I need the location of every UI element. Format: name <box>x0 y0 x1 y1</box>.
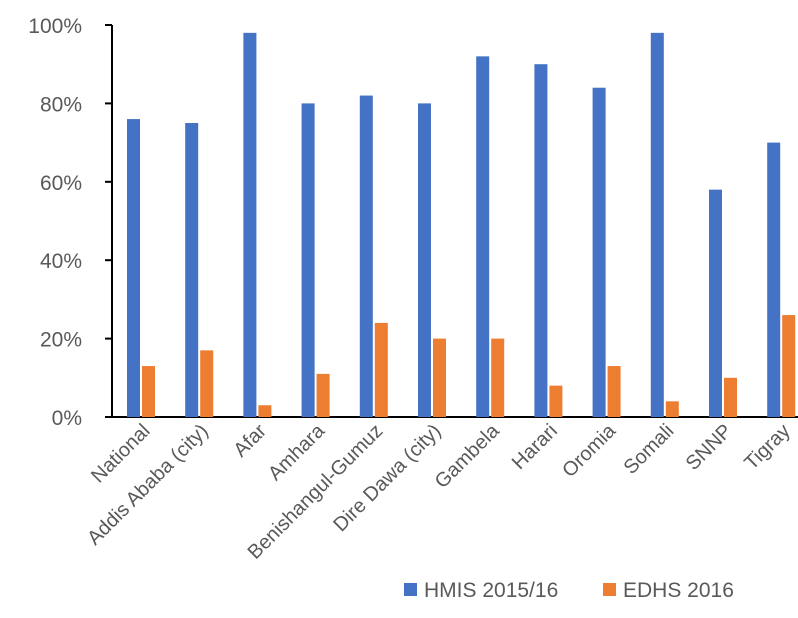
bar-hmis-3 <box>301 103 315 418</box>
y-tick-label: 40% <box>40 250 82 273</box>
x-tick-label: Afar <box>229 420 271 462</box>
bar-hmis-6 <box>476 56 490 418</box>
legend-swatch-1 <box>603 583 616 596</box>
bar-hmis-10 <box>709 189 722 417</box>
bar-hmis-9 <box>650 32 664 418</box>
x-tick-label: Harari <box>508 420 562 474</box>
x-tick-label: Gambela <box>431 419 505 493</box>
bar-hmis-11 <box>767 142 781 417</box>
bar-edhs-11 <box>782 315 796 417</box>
bar-hmis-2 <box>243 32 257 418</box>
bar-edhs-4 <box>374 322 388 417</box>
bar-edhs-3 <box>316 373 330 417</box>
legend: HMIS 2015/16 EDHS 2016 <box>404 579 734 602</box>
bar-hmis-8 <box>592 87 606 417</box>
legend-swatch-0 <box>404 583 417 596</box>
bar-edhs-9 <box>665 401 679 417</box>
legend-label-1: EDHS 2016 <box>623 579 734 602</box>
bar-hmis-1 <box>185 123 199 417</box>
y-tick-label: 60% <box>40 172 82 195</box>
bar-edhs-1 <box>200 350 214 417</box>
bar-edhs-2 <box>258 405 272 417</box>
x-tick-label: SNNP <box>682 420 737 475</box>
y-tick-label: 80% <box>40 93 82 116</box>
y-tick-label: 0% <box>52 407 82 430</box>
legend-label-0: HMIS 2015/16 <box>424 579 558 602</box>
x-tick-label: Tigray <box>740 420 794 474</box>
y-tick-label: 100% <box>28 15 82 38</box>
x-tick-label: Dire Dawa (city) <box>329 420 445 536</box>
y-tick-label: 20% <box>40 329 82 352</box>
bar-edhs-6 <box>491 338 505 417</box>
bar-edhs-7 <box>549 385 563 417</box>
bar-hmis-7 <box>534 64 548 417</box>
bar-hmis-5 <box>418 103 431 418</box>
bars <box>127 32 796 418</box>
bar-edhs-5 <box>433 338 446 417</box>
x-tick-label: Oromia <box>558 419 621 482</box>
x-tick-label: Somali <box>620 420 679 479</box>
y-axis: 0% 20% 40% 60% 80% 100% <box>28 15 113 430</box>
bar-hmis-0 <box>127 119 140 417</box>
bar-hmis-4 <box>359 95 373 417</box>
bar-edhs-10 <box>724 377 737 417</box>
bar-edhs-8 <box>607 366 621 417</box>
bar-edhs-0 <box>142 366 155 417</box>
